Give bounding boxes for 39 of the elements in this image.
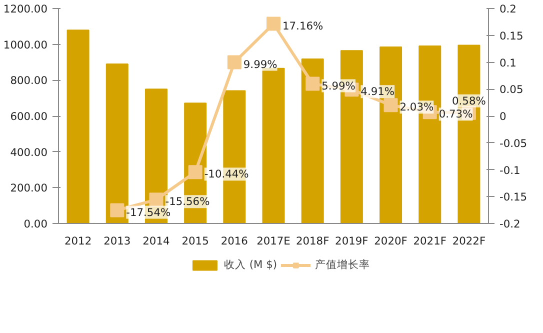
data-label: -10.44% [204,168,249,181]
x-tick-label: 2017E [256,234,291,248]
y-tick-label: 1200.00 [3,2,48,16]
x-tick-label: 2022F [452,234,486,248]
data-label: 2.03% [400,100,434,114]
x-tick-label: 2016 [220,234,248,248]
y-tick-label: 400.00 [10,146,48,159]
y2-tick-label: -0.1 [500,164,520,177]
y2-tick-label: 0.15 [500,29,524,42]
data-label: 5.99% [322,79,356,92]
y2-tick-label: 0.2 [500,2,516,16]
y-tick-label: 800.00 [10,74,48,88]
y2-tick-label: -0.2 [500,218,520,230]
y2-tick-label: -0.15 [500,190,528,204]
data-label: 0.73% [438,108,473,121]
y2-tick-label: -0.05 [500,136,528,150]
x-tick-label: 2019F [335,234,368,248]
y-tick-label: 600.00 [10,110,48,123]
y-tick-label: 0.00 [24,218,48,230]
data-label: 9.99% [243,58,278,71]
y2-tick-label: 0 [500,110,506,123]
data-label: 17.16% [282,19,324,32]
x-tick-label: 2014 [142,234,170,248]
y-tick-label: 200.00 [10,182,48,195]
data-label: 0.58% [452,94,486,108]
x-tick-label: 2015 [182,234,209,248]
x-tick-label: 2018F [296,234,330,248]
y2-tick-label: 0.05 [500,83,524,96]
legend-label: 收入 (M $) [224,258,278,272]
legend-label: 产值增长率 [315,258,370,272]
y-tick-label: 1000.00 [3,38,48,52]
x-tick-label: 2012 [64,234,92,248]
x-tick-label: 2013 [104,234,131,248]
y2-tick-label: 0.1 [500,56,516,70]
data-label: -17.54% [126,206,171,219]
x-tick-label: 2020F [374,234,408,248]
x-tick-label: 2021F [413,234,446,248]
data-label: -15.56% [165,195,210,208]
data-label: 4.91% [360,85,395,98]
